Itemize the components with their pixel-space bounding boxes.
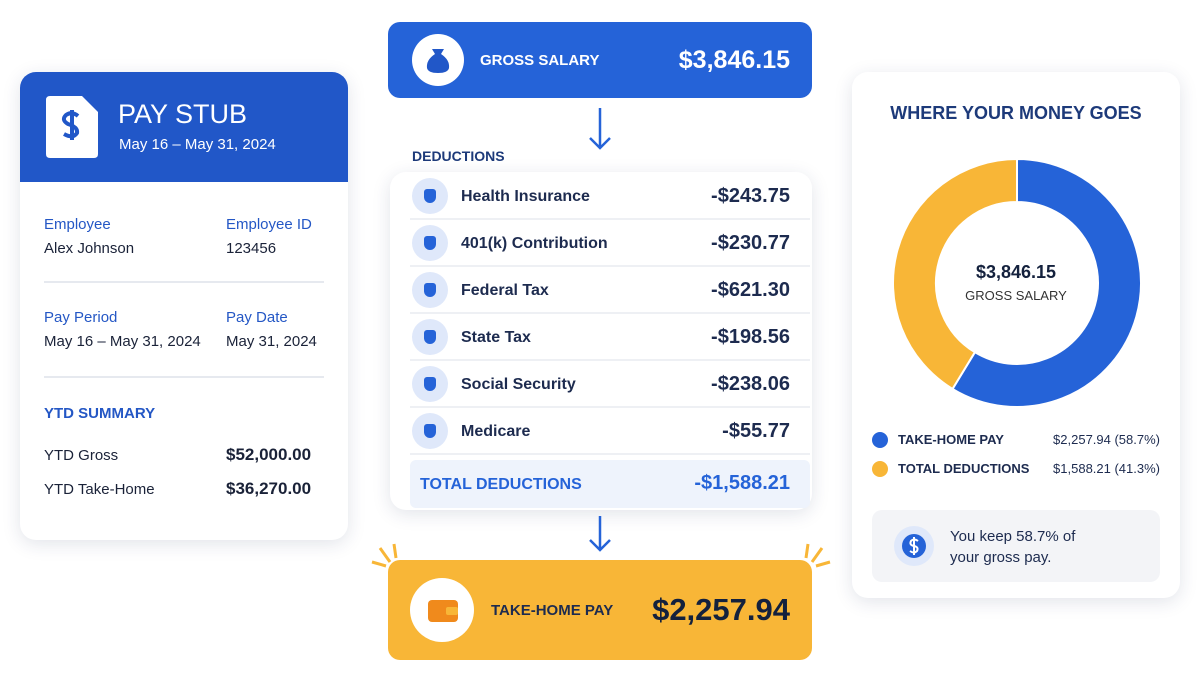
legend-swatch	[872, 432, 888, 448]
dollar-icon	[894, 526, 934, 566]
legend-name: TAKE-HOME PAY	[898, 432, 1004, 447]
donut-slice	[951, 157, 1142, 408]
deduction-row: State Tax -$198.56	[410, 315, 810, 361]
stub-icon	[46, 96, 98, 158]
deduction-row: Medicare -$55.77	[410, 409, 810, 455]
center-label: GROSS SALARY	[965, 288, 1067, 303]
pay-stub-card: PAY STUB May 16 – May 31, 2024 Employee …	[20, 72, 348, 540]
arrow	[589, 516, 611, 552]
legend-value: $2,257.94 (58.7%)	[1053, 432, 1160, 447]
ytd-label: YTD Gross	[44, 447, 119, 464]
deduction-icon	[412, 413, 448, 449]
deduction-icon	[412, 366, 448, 402]
gross-label: GROSS SALARY	[480, 52, 600, 69]
field-label: Employee	[44, 216, 111, 233]
field-value: May 31, 2024	[226, 333, 317, 350]
deduction-value: -$243.75	[711, 185, 790, 207]
deduction-icon	[412, 225, 448, 261]
deduction-value: -$230.77	[711, 232, 790, 254]
ytd-value: $52,000.00	[226, 445, 312, 464]
deduction-row: Social Security -$238.06	[410, 362, 810, 408]
field-value: May 16 – May 31, 2024	[44, 333, 201, 350]
deduction-label: 401(k) Contribution	[461, 235, 608, 252]
deductions-title: DEDUCTIONS	[412, 148, 505, 164]
legend-value: $1,588.21 (41.3%)	[1053, 461, 1160, 476]
gross-box: GROSS SALARY $3,846.15	[388, 22, 812, 98]
total-value: -$1,588.21	[694, 472, 790, 494]
breakdown-title: WHERE YOUR MONEY GOES	[890, 103, 1142, 123]
ytd-label: YTD Take-Home	[44, 481, 155, 498]
money-bag-icon	[412, 34, 464, 86]
deduction-label: Medicare	[461, 423, 531, 440]
stub-title: PAY STUB	[118, 99, 248, 129]
deduction-row: Federal Tax -$621.30	[410, 268, 810, 314]
arrow	[589, 108, 611, 150]
field-label: Pay Period	[44, 309, 118, 326]
center-value: $3,846.15	[975, 262, 1057, 282]
deduction-value: -$198.56	[711, 326, 790, 348]
deduction-icon	[412, 272, 448, 308]
donut-chart	[892, 157, 1142, 408]
deduction-icon	[412, 178, 448, 214]
take-home-box: TAKE-HOME PAY $2,257.94	[388, 560, 812, 660]
deduction-label: Health Insurance	[461, 188, 590, 205]
sparkles	[371, 543, 831, 568]
deduction-row: 401(k) Contribution -$230.77	[410, 221, 810, 267]
deduction-value: -$238.06	[711, 373, 790, 395]
divider	[44, 281, 324, 283]
deduction-label: State Tax	[461, 329, 531, 346]
deduction-icon	[412, 319, 448, 355]
deduction-row: Health Insurance -$243.75	[410, 174, 810, 220]
legend-swatch	[872, 461, 888, 477]
stub-period: May 16 – May 31, 2024	[119, 136, 276, 153]
ytd-title: YTD SUMMARY	[44, 405, 156, 422]
breakdown-card: WHERE YOUR MONEY GOES $3,846.15 GROSS SA…	[852, 72, 1180, 598]
total-row: TOTAL DEDUCTIONS -$1,588.21	[410, 460, 810, 508]
deduction-label: Social Security	[461, 376, 576, 393]
deduction-value: -$621.30	[711, 279, 790, 301]
take-home-label: TAKE-HOME PAY	[491, 602, 614, 619]
note: You keep 58.7% of your gross pay.	[950, 528, 1076, 566]
deduction-label: Federal Tax	[461, 282, 549, 299]
deduction-value: -$55.77	[722, 420, 790, 442]
divider	[44, 376, 324, 378]
field-value: Alex Johnson	[44, 240, 135, 257]
field-value: 123456	[226, 240, 277, 257]
field-label: Pay Date	[226, 309, 288, 326]
gross-value: $3,846.15	[678, 46, 790, 74]
legend-name: TOTAL DEDUCTIONS	[898, 461, 1030, 476]
wallet-icon	[410, 578, 474, 642]
ytd-value: $36,270.00	[226, 479, 312, 498]
donut-slice	[892, 157, 1018, 391]
take-home-value: $2,257.94	[652, 592, 790, 627]
total-label: TOTAL DEDUCTIONS	[420, 476, 582, 493]
field-label: Employee ID	[226, 216, 312, 233]
note-box: You keep 58.7% of your gross pay.	[872, 510, 1160, 582]
